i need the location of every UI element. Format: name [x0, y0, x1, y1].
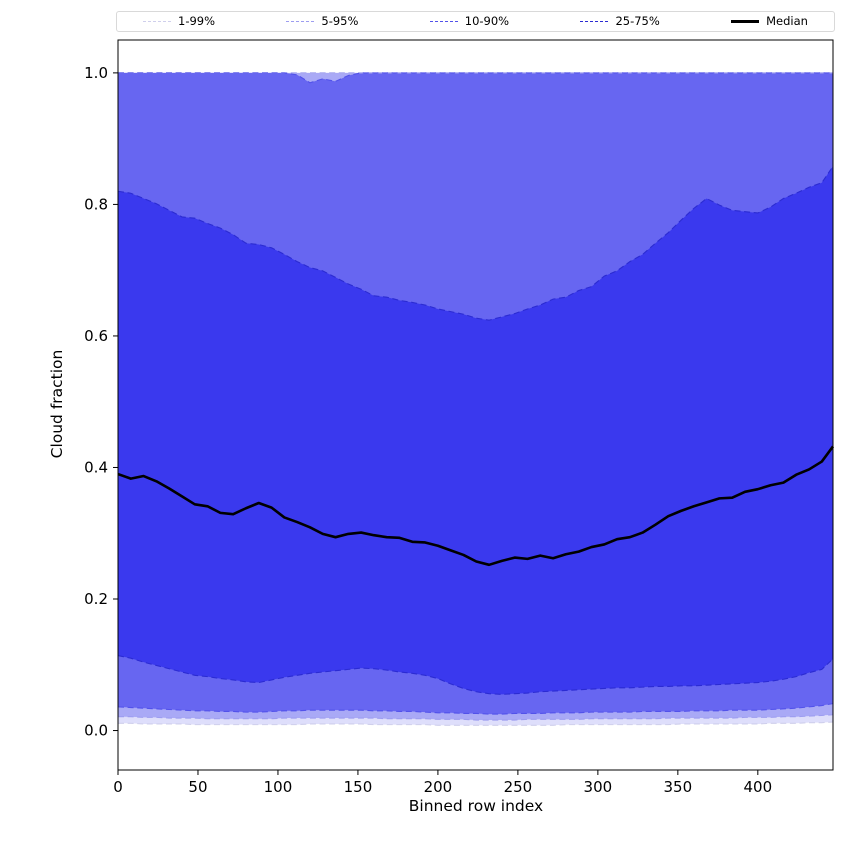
legend-label: Median — [766, 13, 808, 28]
legend-label: 25-75% — [615, 13, 660, 28]
legend-solid-line-icon — [731, 20, 760, 23]
y-tick-label: 0.4 — [84, 458, 108, 476]
axes-frame — [117, 39, 834, 771]
band-lower-line-1-99% — [118, 721, 834, 726]
x-tick-label: 300 — [584, 778, 613, 796]
x-tick-label: 50 — [188, 778, 207, 796]
legend-item-1-99%: 1-99% — [143, 13, 216, 28]
legend-label: 1-99% — [178, 13, 216, 28]
x-tick-label: 0 — [113, 778, 123, 796]
y-tick-label: 0.2 — [84, 590, 108, 608]
y-tick-label: 0.0 — [84, 722, 108, 740]
band-lower-line-5-95% — [118, 714, 834, 721]
legend-dashed-line-icon — [580, 21, 609, 22]
band-upper-line-10-90% — [118, 72, 833, 84]
band-area-25-75% — [118, 166, 833, 695]
x-tick-label: 350 — [664, 778, 693, 796]
legend: 1-99% 5-95% 10-90% 25-75% Median — [116, 11, 835, 32]
x-tick-label: 150 — [344, 778, 373, 796]
x-tick-label: 200 — [424, 778, 453, 796]
band-lower-line-25-75% — [117, 655, 834, 695]
legend-dashed-line-icon — [286, 21, 315, 22]
median-line — [117, 445, 835, 567]
legend-dashed-line-icon — [143, 21, 171, 22]
legend-item-Median: Median — [731, 13, 808, 28]
y-tick-label: 0.8 — [84, 195, 108, 213]
y-axis-label: Cloud fraction — [48, 349, 66, 459]
legend-label: 10-90% — [464, 13, 510, 28]
legend-label: 5-95% — [321, 13, 359, 28]
legend-item-5-95%: 5-95% — [286, 13, 359, 28]
x-tick-label: 100 — [264, 778, 293, 796]
legend-dashed-line-icon — [429, 21, 458, 22]
band-lower-line-10-90% — [117, 703, 834, 715]
x-tick-label: 400 — [744, 778, 773, 796]
y-tick-label: 1.0 — [84, 64, 108, 82]
x-tick-label: 250 — [504, 778, 533, 796]
legend-item-25-75%: 25-75% — [580, 13, 660, 28]
x-axis-label: Binned row index — [408, 797, 544, 815]
y-tick-label: 0.6 — [84, 327, 108, 345]
band-upper-line-25-75% — [117, 165, 834, 321]
legend-item-10-90%: 10-90% — [429, 13, 510, 28]
